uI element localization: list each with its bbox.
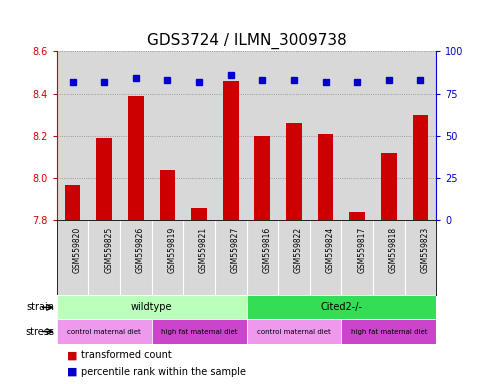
Text: control maternal diet: control maternal diet [257,329,331,334]
Text: GSM559818: GSM559818 [389,227,398,273]
Text: GSM559817: GSM559817 [357,227,366,273]
Text: ■: ■ [67,367,77,377]
Bar [341,319,436,344]
Text: GSM559824: GSM559824 [325,227,335,273]
Text: GSM559820: GSM559820 [72,227,81,273]
Bar [160,170,176,220]
Text: transformed count: transformed count [81,350,172,361]
Bar [246,319,341,344]
Text: GSM559819: GSM559819 [168,227,176,273]
Text: GSM559826: GSM559826 [136,227,145,273]
Bar [223,81,239,220]
Bar [57,319,152,344]
Text: GSM559816: GSM559816 [262,227,271,273]
Text: GSM559823: GSM559823 [421,227,429,273]
Text: control maternal diet: control maternal diet [67,329,141,334]
Bar [96,138,112,220]
Text: wildtype: wildtype [131,302,173,313]
Bar [152,319,246,344]
Text: GSM559821: GSM559821 [199,227,208,273]
Bar [191,208,207,220]
Text: percentile rank within the sample: percentile rank within the sample [81,367,246,377]
Bar [286,123,302,220]
Text: ■: ■ [67,350,77,361]
Text: Cited2-/-: Cited2-/- [320,302,362,313]
Bar [57,295,246,319]
Bar [381,153,397,220]
Text: high fat maternal diet: high fat maternal diet [351,329,427,334]
Text: GSM559822: GSM559822 [294,227,303,273]
Text: GSM559825: GSM559825 [104,227,113,273]
Bar [65,184,80,220]
Bar [317,134,333,220]
Title: GDS3724 / ILMN_3009738: GDS3724 / ILMN_3009738 [146,33,347,49]
Text: strain: strain [26,302,54,313]
Text: stress: stress [25,326,54,337]
Bar [254,136,270,220]
Bar [246,295,436,319]
Bar [128,96,143,220]
Bar [350,212,365,220]
Text: GSM559827: GSM559827 [231,227,240,273]
Text: high fat maternal diet: high fat maternal diet [161,329,237,334]
Bar [413,115,428,220]
